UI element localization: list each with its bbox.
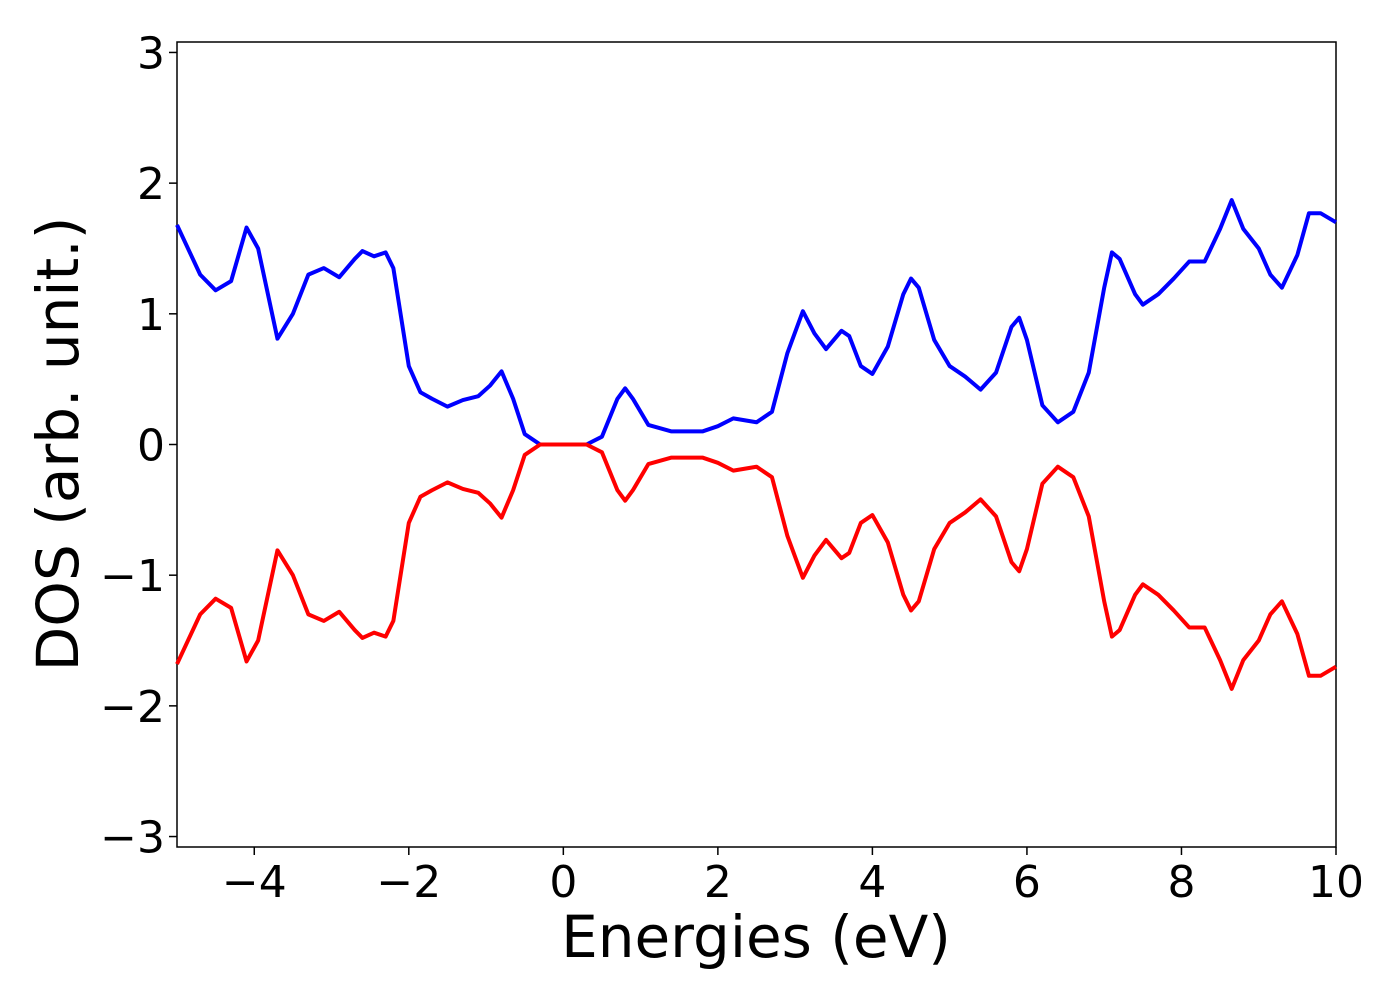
y-tick-label: −1 [100, 551, 165, 602]
x-tick-label: −4 [222, 857, 287, 908]
plot-frame [176, 41, 1337, 848]
y-tick-label: 3 [137, 28, 165, 79]
x-tick-label: −2 [376, 857, 441, 908]
x-tick-label: 8 [1167, 857, 1195, 908]
y-tick-label: −3 [100, 813, 165, 864]
x-axis-label: Energies (eV) [561, 903, 951, 971]
y-tick-label: 0 [137, 421, 165, 472]
y-tick-label: 2 [137, 159, 165, 210]
x-tick-label: 2 [704, 857, 732, 908]
y-tick-label: 1 [137, 290, 165, 341]
x-tick-label: 6 [1013, 857, 1041, 908]
series-line [175, 442, 1338, 691]
series-line [175, 198, 1338, 447]
y-tick-label: −2 [100, 682, 165, 733]
x-tick-label: 10 [1308, 857, 1364, 908]
x-tick-label: 4 [858, 857, 886, 908]
y-axis-label: DOS (arb. unit.) [24, 217, 92, 672]
x-tick-label: 0 [549, 857, 577, 908]
